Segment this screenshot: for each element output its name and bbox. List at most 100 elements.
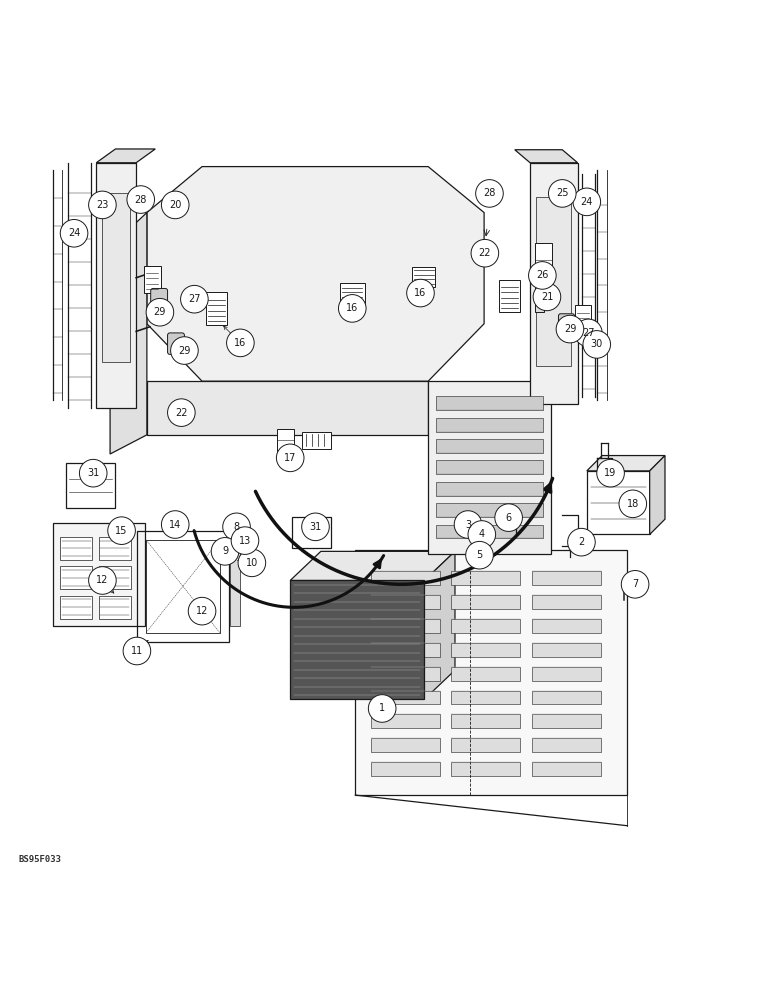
Bar bbox=[137, 531, 229, 642]
Bar bbox=[532, 738, 601, 752]
Bar bbox=[293, 517, 331, 548]
Bar bbox=[451, 571, 520, 585]
Text: 23: 23 bbox=[96, 200, 109, 210]
Bar bbox=[66, 463, 116, 508]
Text: 3: 3 bbox=[465, 520, 471, 530]
Circle shape bbox=[471, 239, 499, 267]
Circle shape bbox=[621, 571, 649, 598]
Bar bbox=[371, 762, 439, 776]
Bar bbox=[290, 580, 425, 699]
Bar bbox=[436, 439, 543, 453]
Bar bbox=[436, 460, 543, 474]
Text: BS95F033: BS95F033 bbox=[18, 855, 61, 864]
Circle shape bbox=[529, 262, 556, 289]
Bar bbox=[371, 691, 439, 704]
Circle shape bbox=[276, 444, 304, 472]
Circle shape bbox=[597, 459, 625, 487]
Bar bbox=[355, 550, 628, 795]
Circle shape bbox=[89, 191, 117, 219]
Text: 16: 16 bbox=[234, 338, 246, 348]
Bar bbox=[144, 266, 161, 293]
Bar bbox=[436, 525, 543, 538]
Circle shape bbox=[238, 549, 266, 577]
Circle shape bbox=[407, 279, 435, 307]
Bar bbox=[52, 523, 144, 626]
Polygon shape bbox=[587, 456, 665, 471]
Bar bbox=[537, 197, 571, 366]
Polygon shape bbox=[110, 213, 147, 454]
Bar bbox=[451, 643, 520, 657]
Polygon shape bbox=[425, 551, 455, 699]
Text: 22: 22 bbox=[479, 248, 491, 258]
Bar bbox=[536, 243, 552, 274]
Text: 12: 12 bbox=[96, 575, 109, 585]
Circle shape bbox=[567, 528, 595, 556]
Text: 8: 8 bbox=[233, 522, 239, 532]
Circle shape bbox=[181, 285, 208, 313]
Bar bbox=[371, 619, 439, 633]
Bar bbox=[530, 163, 577, 404]
Circle shape bbox=[146, 298, 174, 326]
Bar bbox=[371, 738, 439, 752]
Text: 2: 2 bbox=[578, 537, 584, 547]
Bar bbox=[532, 667, 601, 681]
Bar bbox=[532, 762, 601, 776]
Text: 16: 16 bbox=[415, 288, 427, 298]
Circle shape bbox=[338, 295, 366, 322]
Bar bbox=[206, 292, 227, 325]
Text: 30: 30 bbox=[591, 339, 603, 349]
Text: 6: 6 bbox=[506, 513, 512, 523]
Circle shape bbox=[556, 315, 584, 343]
FancyBboxPatch shape bbox=[558, 314, 574, 335]
Circle shape bbox=[127, 186, 154, 213]
Text: 29: 29 bbox=[564, 324, 576, 334]
Bar bbox=[532, 595, 601, 609]
Text: 28: 28 bbox=[134, 195, 147, 205]
Circle shape bbox=[619, 490, 647, 518]
Circle shape bbox=[60, 219, 88, 247]
Text: 26: 26 bbox=[537, 270, 549, 280]
Circle shape bbox=[212, 538, 239, 565]
Polygon shape bbox=[147, 167, 484, 381]
Bar bbox=[96, 163, 136, 408]
Circle shape bbox=[231, 527, 259, 554]
Text: 13: 13 bbox=[239, 536, 251, 546]
Circle shape bbox=[161, 511, 189, 538]
Text: 29: 29 bbox=[178, 346, 191, 356]
Circle shape bbox=[226, 329, 254, 357]
Circle shape bbox=[548, 180, 576, 207]
Circle shape bbox=[454, 511, 482, 538]
Text: 22: 22 bbox=[175, 408, 188, 418]
Circle shape bbox=[573, 188, 601, 216]
Circle shape bbox=[495, 504, 523, 531]
Bar bbox=[99, 566, 130, 589]
Bar bbox=[451, 714, 520, 728]
Circle shape bbox=[171, 337, 198, 364]
Bar bbox=[60, 596, 93, 619]
Bar bbox=[302, 432, 331, 449]
Bar bbox=[575, 305, 591, 330]
Bar bbox=[535, 266, 544, 312]
Text: 31: 31 bbox=[87, 468, 100, 478]
Bar bbox=[412, 267, 435, 287]
Circle shape bbox=[468, 521, 496, 548]
Text: 21: 21 bbox=[540, 292, 554, 302]
Circle shape bbox=[80, 459, 107, 487]
Bar bbox=[428, 381, 550, 554]
Bar bbox=[229, 515, 242, 534]
Text: 17: 17 bbox=[284, 453, 296, 463]
FancyBboxPatch shape bbox=[151, 288, 168, 312]
Bar bbox=[436, 482, 543, 496]
Text: 10: 10 bbox=[245, 558, 258, 568]
Text: 28: 28 bbox=[483, 188, 496, 198]
Bar bbox=[103, 193, 130, 362]
Bar bbox=[371, 643, 439, 657]
Bar bbox=[340, 283, 364, 305]
Text: 18: 18 bbox=[627, 499, 639, 509]
Text: 25: 25 bbox=[556, 188, 568, 198]
Circle shape bbox=[108, 517, 135, 544]
Polygon shape bbox=[147, 381, 428, 435]
Text: 4: 4 bbox=[479, 529, 485, 539]
Bar bbox=[451, 691, 520, 704]
Text: 9: 9 bbox=[222, 546, 228, 556]
